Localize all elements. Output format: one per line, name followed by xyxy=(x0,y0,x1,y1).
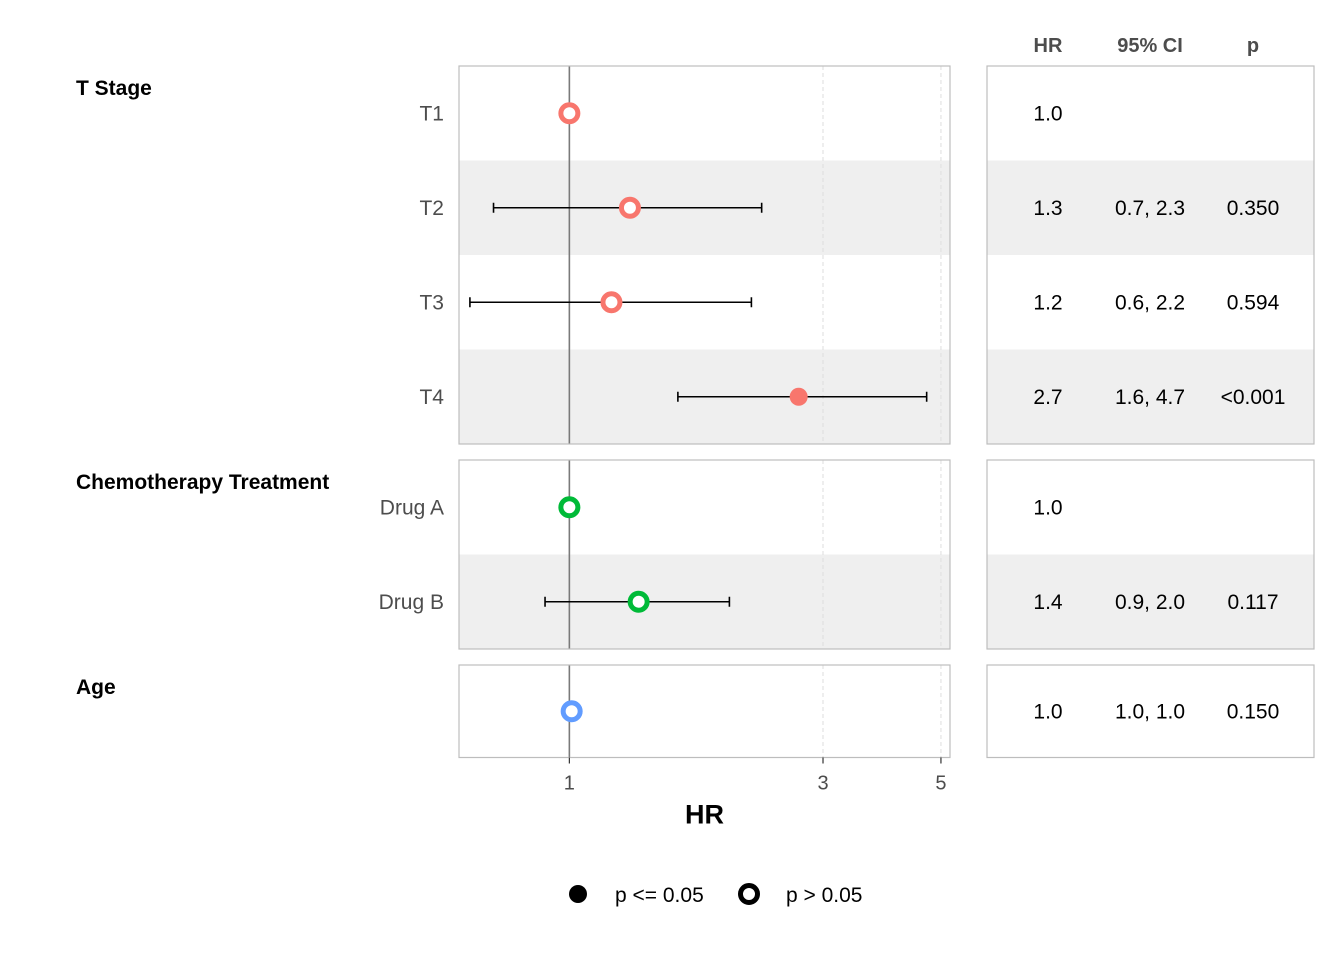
legend-open-circle-icon xyxy=(738,883,760,905)
table-ci-value: 0.7, 2.3 xyxy=(1115,197,1185,220)
row-label: T1 xyxy=(419,102,444,125)
legend-filled-circle-icon xyxy=(569,885,587,903)
x-axis-title: HR xyxy=(685,800,724,830)
table-hr-value: 1.0 xyxy=(1033,700,1062,723)
table-p-value: <0.001 xyxy=(1221,386,1286,409)
table-panel-border xyxy=(986,664,1315,759)
table-header-0: HR xyxy=(1034,35,1063,57)
table-ci-value: 1.0, 1.0 xyxy=(1115,700,1185,723)
x-tick-label: 3 xyxy=(817,773,828,795)
table-ci-value: 1.6, 4.7 xyxy=(1115,386,1185,409)
group-title: T Stage xyxy=(76,77,152,100)
table-ci-value: 0.6, 2.2 xyxy=(1115,291,1185,314)
group-title: Age xyxy=(76,676,116,699)
row-shade xyxy=(987,349,1314,444)
hr-point xyxy=(600,291,623,314)
hr-point xyxy=(789,387,808,406)
table-header-1: 95% CI xyxy=(1117,35,1183,57)
table-panel-border xyxy=(986,65,1315,445)
hr-point xyxy=(558,102,581,125)
row-shade xyxy=(987,160,1314,255)
plot-panel-border xyxy=(458,664,951,759)
table-hr-value: 1.3 xyxy=(1033,197,1062,220)
row-label: T3 xyxy=(419,291,444,314)
plot-panel-border xyxy=(458,65,951,445)
hr-point xyxy=(627,590,650,613)
x-tick-label: 1 xyxy=(564,773,575,795)
table-p-value: 0.117 xyxy=(1228,591,1279,614)
hr-point xyxy=(618,196,641,219)
table-hr-value: 1.4 xyxy=(1033,591,1063,614)
table-p-value: 0.594 xyxy=(1227,291,1280,314)
table-panel-border xyxy=(986,459,1315,650)
row-shade xyxy=(987,554,1314,649)
table-hr-value: 1.0 xyxy=(1033,102,1062,125)
table-ci-value: 0.9, 2.0 xyxy=(1115,591,1185,614)
table-hr-value: 1.2 xyxy=(1033,291,1062,314)
group-title: Chemotherapy Treatment xyxy=(76,471,329,494)
hr-point xyxy=(558,496,581,519)
table-hr-value: 2.7 xyxy=(1033,386,1062,409)
legend-label: p <= 0.05 xyxy=(615,884,704,907)
table-hr-value: 1.0 xyxy=(1033,496,1062,519)
table-p-value: 0.150 xyxy=(1227,700,1280,723)
plot-panel-border xyxy=(458,459,951,650)
row-label: Drug B xyxy=(379,591,444,614)
row-label: T4 xyxy=(419,386,444,409)
table-header-2: p xyxy=(1247,35,1259,57)
hr-point xyxy=(560,700,583,723)
x-tick-label: 5 xyxy=(935,773,946,795)
row-label: Drug A xyxy=(380,496,444,519)
table-p-value: 0.350 xyxy=(1227,197,1280,220)
row-label: T2 xyxy=(419,197,444,220)
legend-label: p > 0.05 xyxy=(786,884,862,907)
